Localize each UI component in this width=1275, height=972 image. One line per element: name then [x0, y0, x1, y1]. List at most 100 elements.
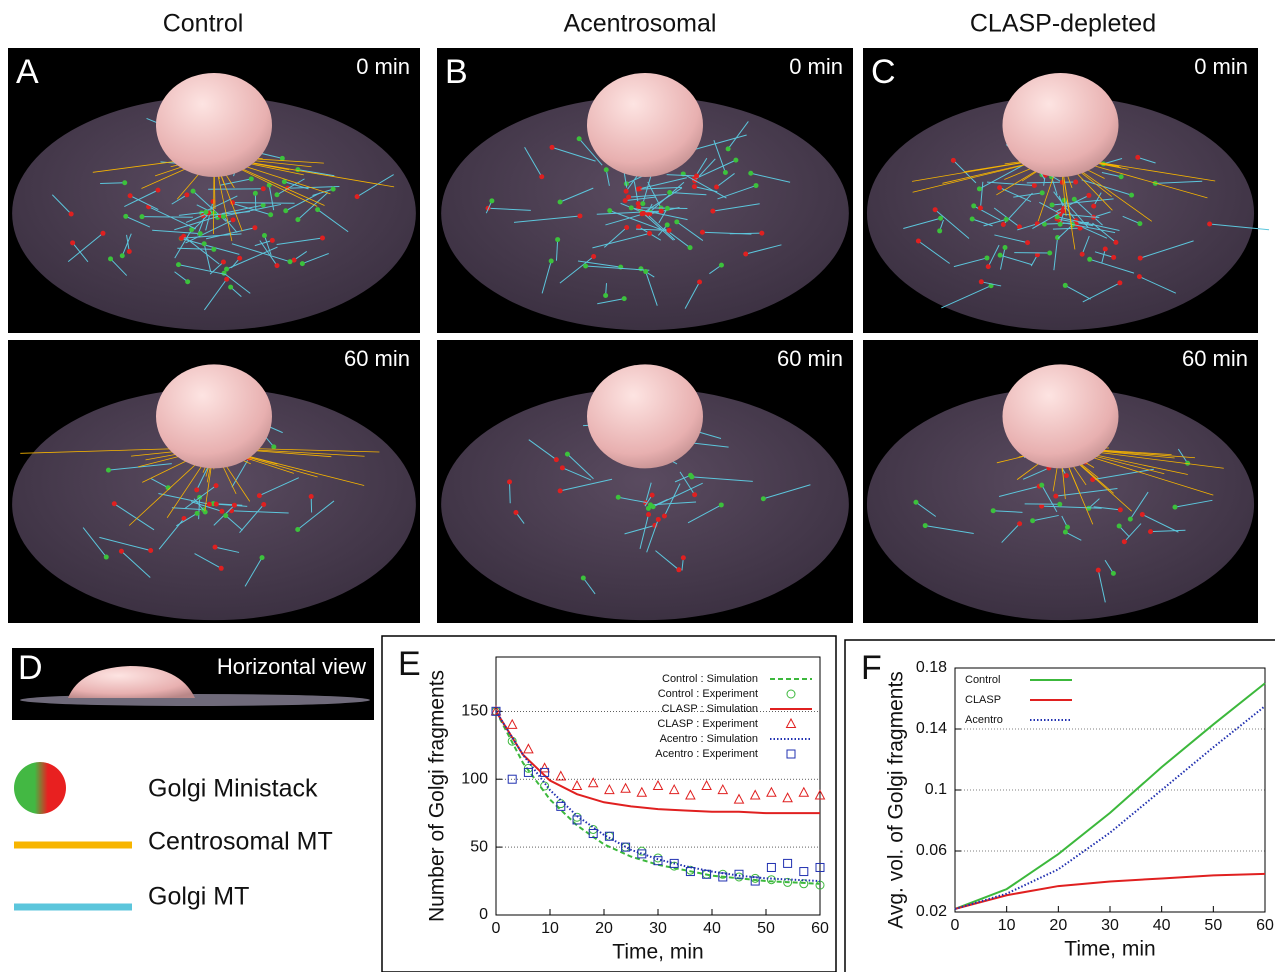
golgi: [1073, 180, 1078, 185]
legend-label: CLASP : Simulation: [662, 703, 758, 715]
golgi: [688, 245, 693, 250]
golgi: [331, 187, 336, 192]
data-point: [637, 788, 646, 797]
golgi: [710, 209, 715, 214]
golgi: [640, 201, 645, 206]
golgi: [733, 158, 738, 163]
golgi: [268, 212, 273, 217]
golgi: [662, 514, 667, 519]
golgi: [549, 258, 554, 263]
golgi: [1140, 512, 1145, 517]
golgi: [558, 488, 563, 493]
dome: [156, 73, 272, 177]
legend-label: Golgi Ministack: [148, 775, 318, 803]
golgi: [622, 296, 627, 301]
golgi: [214, 502, 219, 507]
golgi: [629, 205, 634, 210]
golgi: [122, 180, 127, 185]
golgi: [951, 158, 956, 163]
data-point: [573, 781, 582, 790]
golgi: [1129, 193, 1134, 198]
golgi: [179, 236, 184, 241]
legend-label: Acentro : Experiment: [655, 748, 758, 760]
golgi: [257, 493, 262, 498]
golgi: [489, 198, 494, 203]
golgi: [984, 255, 989, 260]
golgi: [106, 468, 111, 473]
series-line: [955, 706, 1265, 909]
golgi: [1050, 202, 1055, 207]
golgi: [1001, 222, 1006, 227]
golgi: [641, 211, 646, 216]
golgi: [191, 189, 196, 194]
legend-swatch: [787, 690, 795, 698]
golgi: [692, 492, 697, 497]
golgi: [228, 285, 233, 290]
golgi: [139, 214, 144, 219]
x-tick-label: 40: [1153, 917, 1171, 934]
x-tick-label: 60: [1256, 917, 1274, 934]
x-tick-label: 0: [951, 917, 960, 934]
legend-label: Control : Experiment: [658, 688, 758, 700]
golgi: [554, 457, 559, 462]
golgi: [977, 186, 982, 191]
golgi: [938, 216, 943, 221]
golgi: [271, 444, 276, 449]
y-tick-label: 0.1: [925, 781, 947, 798]
golgi: [1111, 255, 1116, 260]
golgi: [1062, 198, 1067, 203]
golgi: [185, 279, 190, 284]
y-tick-label: 0.02: [916, 903, 947, 920]
golgi: [355, 194, 360, 199]
golgi: [665, 222, 670, 227]
golgi: [1113, 240, 1118, 245]
data-point: [589, 778, 598, 787]
golgi: [202, 241, 207, 246]
golgi: [997, 185, 1002, 190]
microtubule: [232, 203, 294, 204]
data-point: [541, 782, 549, 790]
golgi: [719, 502, 724, 507]
golgi: [581, 575, 586, 580]
x-tick-label: 30: [649, 920, 667, 937]
golgi: [923, 523, 928, 528]
golgi: [1103, 246, 1108, 251]
golgi: [991, 508, 996, 513]
chart: F0.020.060.10.140.180102030405060Time, m…: [861, 649, 1274, 961]
golgi: [759, 231, 764, 236]
golgi: [636, 224, 641, 229]
data-point: [540, 763, 549, 772]
golgi: [253, 191, 258, 196]
golgi: [120, 253, 125, 258]
golgi: [748, 171, 753, 176]
data-point: [702, 781, 711, 790]
golgi: [70, 240, 75, 245]
data-point: [621, 784, 630, 793]
golgi: [607, 208, 612, 213]
golgi: [283, 208, 288, 213]
chart: E0501001500102030405060Time, minNumber o…: [398, 645, 829, 964]
golgi: [1172, 505, 1177, 510]
golgi: [184, 192, 189, 197]
panel-label: B: [445, 53, 468, 91]
golgi: [565, 452, 570, 457]
golgi: [650, 493, 655, 498]
golgi: [624, 225, 629, 230]
golgi: [127, 249, 132, 254]
figure: D Horizontal view Golgi Ministack Centro…: [0, 0, 1275, 972]
golgi: [583, 263, 588, 268]
data-point: [508, 720, 517, 729]
dome: [587, 73, 703, 177]
golgi: [100, 231, 105, 236]
series-line: [496, 711, 820, 883]
golgi: [986, 264, 991, 269]
golgi: [1128, 517, 1133, 522]
golgi: [913, 500, 918, 505]
ministack-icon: [14, 762, 66, 814]
golgi: [69, 212, 74, 217]
time-label: 0 min: [1194, 54, 1248, 79]
golgi: [624, 189, 629, 194]
golgi: [1086, 193, 1091, 198]
view-label: Horizontal view: [217, 654, 366, 679]
y-tick-label: 50: [470, 838, 488, 855]
